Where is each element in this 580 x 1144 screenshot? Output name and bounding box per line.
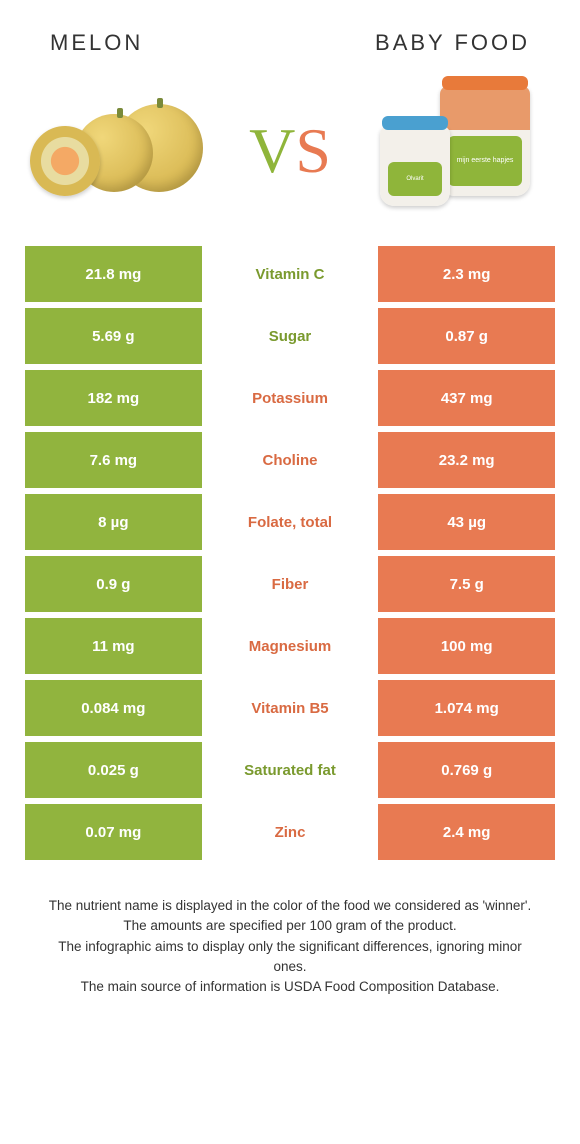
footer-notes: The nutrient name is displayed in the co…	[0, 866, 580, 1027]
right-value: 437 mg	[378, 370, 555, 426]
left-value: 21.8 mg	[25, 246, 202, 302]
nutrient-label: Potassium	[202, 370, 379, 426]
jar-small-label: Olvarit	[388, 162, 442, 196]
nutrient-label: Sugar	[202, 308, 379, 364]
table-row: 0.9 gFiber7.5 g	[25, 556, 555, 612]
left-value: 0.025 g	[25, 742, 202, 798]
vs-s: S	[295, 115, 331, 186]
jar-big-label: mijn eerste hapjes	[448, 136, 522, 187]
footer-line: The infographic aims to display only the…	[40, 937, 540, 978]
left-value: 5.69 g	[25, 308, 202, 364]
nutrient-label: Vitamin B5	[202, 680, 379, 736]
table-row: 21.8 mgVitamin C2.3 mg	[25, 246, 555, 302]
right-value: 23.2 mg	[378, 432, 555, 488]
footer-line: The main source of information is USDA F…	[40, 977, 540, 997]
table-row: 11 mgMagnesium100 mg	[25, 618, 555, 674]
right-value: 100 mg	[378, 618, 555, 674]
right-value: 2.4 mg	[378, 804, 555, 860]
left-value: 8 µg	[25, 494, 202, 550]
table-row: 0.084 mgVitamin B51.074 mg	[25, 680, 555, 736]
vs-v: V	[249, 115, 295, 186]
left-value: 0.07 mg	[25, 804, 202, 860]
title-right: Baby food	[375, 30, 530, 56]
nutrient-label: Saturated fat	[202, 742, 379, 798]
table-row: 8 µgFolate, total43 µg	[25, 494, 555, 550]
right-value: 1.074 mg	[378, 680, 555, 736]
left-value: 11 mg	[25, 618, 202, 674]
footer-line: The amounts are specified per 100 gram o…	[40, 916, 540, 936]
table-row: 7.6 mgCholine23.2 mg	[25, 432, 555, 488]
nutrient-label: Zinc	[202, 804, 379, 860]
left-value: 0.9 g	[25, 556, 202, 612]
table-row: 182 mgPotassium437 mg	[25, 370, 555, 426]
left-value: 182 mg	[25, 370, 202, 426]
comparison-table: 21.8 mgVitamin C2.3 mg 5.69 gSugar0.87 g 1…	[25, 246, 555, 860]
nutrient-label: Folate, total	[202, 494, 379, 550]
header: Melon Baby food	[0, 0, 580, 76]
right-value: 0.87 g	[378, 308, 555, 364]
table-row: 0.07 mgZinc2.4 mg	[25, 804, 555, 860]
nutrient-label: Magnesium	[202, 618, 379, 674]
hero-row: VS mijn eerste hapjes Olvarit	[0, 76, 580, 246]
footer-line: The nutrient name is displayed in the co…	[40, 896, 540, 916]
melon-image	[30, 86, 220, 216]
right-value: 0.769 g	[378, 742, 555, 798]
nutrient-label: Fiber	[202, 556, 379, 612]
vs-label: VS	[249, 119, 331, 183]
right-value: 7.5 g	[378, 556, 555, 612]
table-row: 0.025 gSaturated fat0.769 g	[25, 742, 555, 798]
table-row: 5.69 gSugar0.87 g	[25, 308, 555, 364]
babyfood-image: mijn eerste hapjes Olvarit	[360, 86, 550, 216]
left-value: 7.6 mg	[25, 432, 202, 488]
right-value: 2.3 mg	[378, 246, 555, 302]
nutrient-label: Choline	[202, 432, 379, 488]
left-value: 0.084 mg	[25, 680, 202, 736]
title-left: Melon	[50, 30, 143, 56]
right-value: 43 µg	[378, 494, 555, 550]
nutrient-label: Vitamin C	[202, 246, 379, 302]
